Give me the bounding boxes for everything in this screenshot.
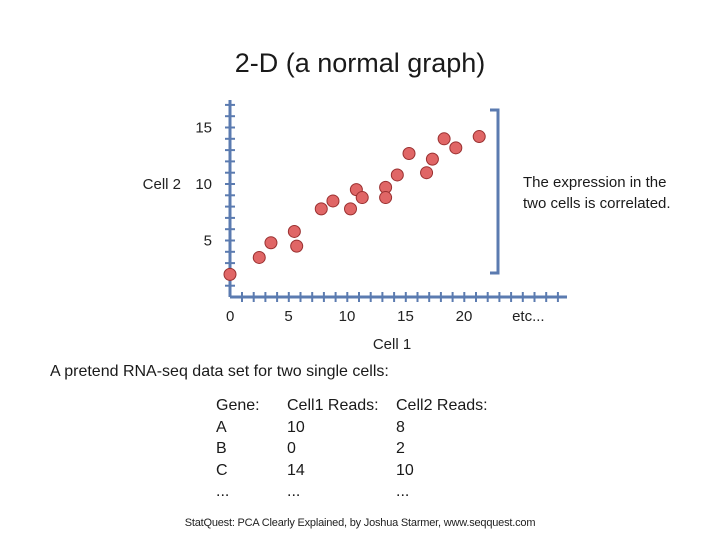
data-point (314, 202, 328, 216)
table-cell: B (216, 440, 227, 457)
x-tick-label: 15 (397, 308, 414, 325)
table-caption: A pretend RNA-seq data set for two singl… (50, 363, 389, 380)
data-point (223, 267, 237, 281)
data-point (344, 202, 358, 216)
correlation-bracket (490, 108, 500, 275)
data-point (390, 168, 404, 182)
table-cell: 8 (396, 418, 405, 436)
table-cell: ... (287, 483, 301, 500)
chart-title: 2-D (a normal graph) (234, 48, 486, 78)
data-point (326, 194, 340, 208)
x-tick-label: etc... (512, 308, 545, 325)
data-point (252, 250, 266, 264)
x-tick-label: 5 (284, 308, 292, 325)
table-cell: A (216, 418, 227, 436)
data-point (472, 130, 486, 144)
data-point (420, 166, 434, 180)
table-cell: 2 (396, 440, 405, 457)
data-point (287, 224, 301, 238)
credit-line: StatQuest: PCA Clearly Explained, by Jos… (184, 517, 536, 529)
y-axis-label: Cell 2 (143, 176, 181, 193)
data-point (402, 146, 416, 160)
table-header: Gene: (216, 397, 260, 414)
table-header: Cell1 Reads: (287, 397, 379, 414)
data-point (379, 191, 393, 205)
y-tick-label: 10 (195, 176, 212, 193)
table-header: Cell2 Reads: (396, 397, 488, 414)
annotation-text: The expression in the two cells is corre… (523, 174, 671, 212)
cell1-column: Cell1 Reads: 10 0 14 ... (287, 395, 379, 503)
table-cell: 14 (287, 461, 305, 479)
cell2-column: Cell2 Reads: 8 2 10 ... (396, 395, 488, 503)
data-point (290, 239, 304, 253)
table-cell: C (216, 461, 228, 479)
table-cell: ... (396, 483, 410, 500)
correlation-annotation: The expression in the two cells is corre… (523, 172, 693, 214)
x-tick-label: 10 (339, 308, 356, 325)
x-axis-label: Cell 1 (373, 336, 411, 353)
table-cell: 10 (396, 461, 414, 479)
y-tick-label: 15 (195, 120, 212, 137)
gene-column: Gene: A B C ... (216, 395, 260, 503)
y-tick-label: 5 (204, 233, 212, 250)
data-point (437, 132, 451, 146)
data-point (355, 191, 369, 205)
data-point (425, 152, 439, 166)
x-tick-label: 20 (456, 308, 473, 325)
table-cell: 10 (287, 418, 305, 436)
table-cell: 0 (287, 440, 296, 457)
table-cell: ... (216, 483, 230, 500)
data-point (264, 236, 278, 250)
data-point (449, 141, 463, 155)
x-tick-label: 0 (226, 308, 234, 325)
